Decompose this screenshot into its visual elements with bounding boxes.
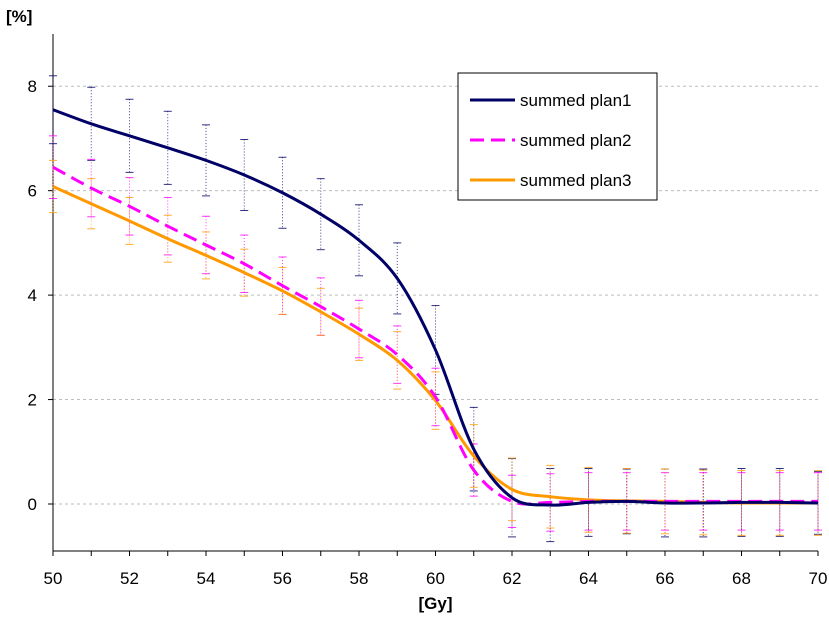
- series-line-1: [52, 108, 819, 507]
- y-tick-label: 2: [28, 391, 37, 410]
- y-tick-label: 4: [28, 286, 37, 305]
- y-tick-label: 6: [28, 182, 37, 201]
- y-tick-label: 0: [28, 495, 37, 514]
- y-tick-label: 8: [28, 77, 37, 96]
- x-tick-label: 60: [426, 569, 445, 588]
- x-tick-label: 66: [656, 569, 675, 588]
- x-tick-label: 50: [44, 569, 63, 588]
- series-line-2: [52, 165, 818, 506]
- x-tick-label: 68: [732, 569, 751, 588]
- legend-label-1: summed plan1: [520, 91, 632, 110]
- x-tick-label: 54: [197, 569, 216, 588]
- x-tick-label: 70: [809, 569, 828, 588]
- y-axis-title: [%]: [6, 7, 32, 26]
- legend-label-3: summed plan3: [520, 171, 632, 190]
- x-axis-title: [Gy]: [419, 594, 453, 613]
- x-tick-label: 52: [120, 569, 139, 588]
- x-tick-label: 64: [579, 569, 598, 588]
- x-tick-label: 56: [273, 569, 292, 588]
- x-tick-label: 62: [503, 569, 522, 588]
- legend-label-2: summed plan2: [520, 131, 632, 150]
- x-tick-label: 58: [350, 569, 369, 588]
